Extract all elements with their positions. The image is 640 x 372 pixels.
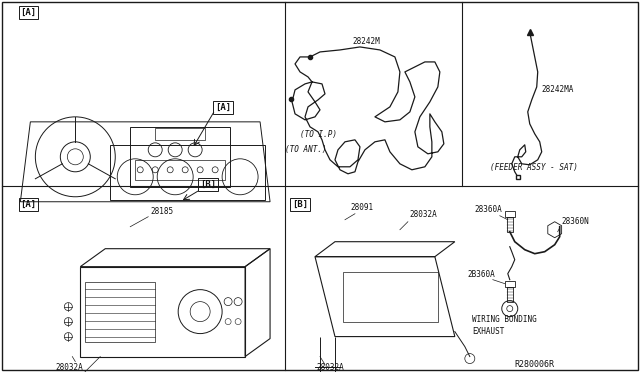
Bar	[507, 217, 513, 232]
Bar	[505, 211, 515, 217]
Bar	[85, 282, 156, 341]
Text: [B]: [B]	[200, 180, 216, 189]
Text: WIRING BONDING: WIRING BONDING	[472, 315, 536, 324]
Text: 28032A: 28032A	[55, 363, 83, 372]
Text: 28032A: 28032A	[410, 210, 438, 219]
Text: 28242MA: 28242MA	[541, 85, 574, 94]
Text: 28091: 28091	[350, 203, 373, 212]
Bar	[135, 160, 225, 180]
Text: 28185: 28185	[150, 207, 173, 216]
Bar	[110, 145, 265, 200]
Bar	[343, 272, 438, 322]
Text: EXHAUST: EXHAUST	[472, 327, 504, 336]
Text: (FEEDER ASSY - SAT): (FEEDER ASSY - SAT)	[490, 163, 578, 172]
Text: 28242M: 28242M	[352, 37, 380, 46]
Text: 28360A: 28360A	[475, 205, 502, 214]
Text: [B]: [B]	[292, 200, 308, 209]
Bar	[80, 267, 245, 356]
Bar	[130, 127, 230, 187]
Text: (TO ANT.): (TO ANT.)	[285, 145, 326, 154]
Text: R280006R: R280006R	[515, 360, 555, 369]
Text: [A]: [A]	[20, 200, 36, 209]
Text: 2B360A: 2B360A	[468, 270, 495, 279]
Text: [A]: [A]	[20, 8, 36, 17]
Bar	[156, 128, 205, 140]
Bar	[507, 287, 513, 302]
Bar	[505, 280, 515, 287]
Text: 28360N: 28360N	[562, 217, 589, 226]
Text: (TO I.P): (TO I.P)	[300, 130, 337, 139]
Text: [A]: [A]	[215, 103, 231, 112]
Text: 28032A: 28032A	[316, 363, 344, 372]
